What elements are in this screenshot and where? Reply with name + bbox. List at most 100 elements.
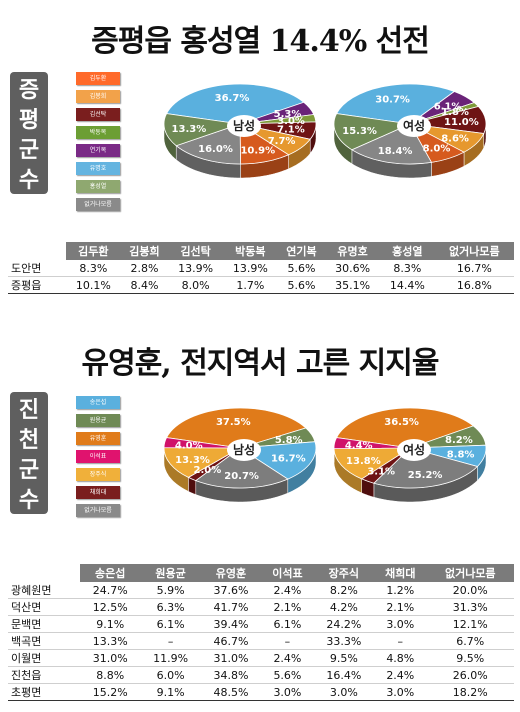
table-row: 문백면 9.1% 6.1% 39.4% 6.1% 24.2% 3.0% 12.1% <box>8 615 514 633</box>
table-cell: 4.2% <box>313 598 375 616</box>
table-cell: 16.4% <box>313 666 375 684</box>
table-row-label: 덕산면 <box>8 598 80 616</box>
legend-item: 홍성열 <box>76 180 120 193</box>
pie-value-label: 16.0% <box>198 144 233 155</box>
table-cell: – <box>261 632 314 650</box>
table-cell: 3.0% <box>374 615 427 633</box>
table-header-cell: 채희대 <box>374 564 427 582</box>
pie-chart-male-2: 37.5% 5.8% 16.7% 20.7%2.0%13.3% 4.0% 남성 <box>163 407 317 503</box>
pie-slice <box>163 437 241 449</box>
table-cell: 1.2% <box>374 582 427 599</box>
table-cell: 13.3% <box>80 632 141 650</box>
table-cell: 2.1% <box>261 598 314 616</box>
table-row-label: 이월면 <box>8 649 80 667</box>
table-cell: 31.0% <box>200 649 262 667</box>
pie-value-label: 25.2% <box>408 470 443 481</box>
pie-chart-female-1: 30.7% 6.1%1.8%11.0% 8.6%8.0% 18.4%15.3% 여성 <box>333 83 487 179</box>
table-cell: 2.8% <box>120 260 169 277</box>
table-cell: – <box>374 632 427 650</box>
section2-legend: 송은섭 원용균 유영훈 이석표 장주식 채희대 없거나모름 <box>76 396 120 522</box>
pie-value-label: 5.3% <box>274 109 302 120</box>
section1-table: 김두환 김봉희 김선탁 박동복 연기복 유명호 홍성열 없거나모름 도안면 8.3% 2.8% 13.… <box>8 242 514 294</box>
side-label-char: 증 <box>18 78 40 103</box>
section2-title: 유영훈, 전지역서 고른 지지율 <box>81 346 440 381</box>
table-header-cell: 원용균 <box>140 564 201 582</box>
pie-value-label: 11.0% <box>444 117 479 128</box>
pie-center-label: 남성 <box>233 442 255 457</box>
table-row: 광혜원면 24.7% 5.9% 37.6% 2.4% 8.2% 1.2% 20.0% <box>8 582 514 599</box>
table-header-cell: 유영훈 <box>200 564 262 582</box>
pie-value-label: 4.4% <box>345 441 373 452</box>
pie-value-label: 8.8% <box>447 450 475 461</box>
pie-value-label: 5.8% <box>275 435 303 446</box>
table-row: 초평면 15.2% 9.1% 48.5% 3.0% 3.0% 3.0% 18.2% <box>8 683 514 701</box>
pie-value-label: 4.0% <box>175 440 203 451</box>
table-cell: 12.5% <box>80 598 141 616</box>
table-cell: 8.8% <box>80 666 141 684</box>
table-cell: 4.8% <box>374 649 427 667</box>
table-header-cell: 홍성열 <box>379 242 435 260</box>
table-cell: 1.7% <box>222 276 278 294</box>
pie-chart-female-2: 36.5% 8.2% 8.8% 25.2% 3.1%13.8% 4.4% 여성 <box>333 407 487 503</box>
pie-value-label: 3.0% <box>277 116 305 127</box>
table-cell: 5.6% <box>277 260 326 277</box>
pie-value-label: 36.5% <box>384 417 419 428</box>
table-row: 도안면 8.3% 2.8% 13.9% 13.9% 5.6% 30.6% 8.3% 16.7% <box>8 260 514 277</box>
side-label-char: 진 <box>18 398 40 423</box>
table-header-cell: 없거나모름 <box>426 564 514 582</box>
table-cell: 41.7% <box>200 598 262 616</box>
legend-item: 장주식 <box>76 468 120 481</box>
legend-item: 없거나모름 <box>76 504 120 517</box>
table-cell: 16.8% <box>434 276 514 294</box>
legend-item: 없거나모름 <box>76 198 120 211</box>
pie-value-label: 16.7% <box>271 454 306 465</box>
legend-item: 유영훈 <box>76 432 120 445</box>
table-cell: 6.1% <box>261 615 314 633</box>
side-label-char: 군 <box>18 458 40 483</box>
side-label-char: 평 <box>18 108 40 133</box>
table-cell: 46.7% <box>200 632 262 650</box>
side-label-char: 수 <box>18 168 40 193</box>
pie-value-label: 7.1% <box>277 125 305 136</box>
table-header-cell: 송은섭 <box>80 564 141 582</box>
table-cell: 3.0% <box>261 683 314 701</box>
table-cell: 5.6% <box>277 276 326 294</box>
table-cell: 11.9% <box>140 649 201 667</box>
table-cell: 2.4% <box>261 649 314 667</box>
table-row-label: 백곡면 <box>8 632 80 650</box>
table-header-cell: 유명호 <box>325 242 380 260</box>
pie-center-badge <box>227 115 261 137</box>
side-label-char: 군 <box>18 138 40 163</box>
legend-item: 이석표 <box>76 450 120 463</box>
table-cell: 3.0% <box>313 683 375 701</box>
pie-value-label: 8.0% <box>423 143 451 154</box>
table-cell: 10.1% <box>66 276 121 294</box>
table-header-cell: 김두환 <box>66 242 121 260</box>
table-row: 증평읍 10.1% 8.4% 8.0% 1.7% 5.6% 35.1% 14.4% 16.8% <box>8 276 514 294</box>
table-cell: 8.2% <box>313 582 375 599</box>
legend-item: 김두환 <box>76 72 120 85</box>
table-row-label: 증평읍 <box>8 276 66 294</box>
legend-item: 김선탁 <box>76 108 120 121</box>
pie-value-label: 13.3% <box>175 455 210 466</box>
pie-center-badge <box>397 439 431 461</box>
table-header-cell: 연기복 <box>277 242 326 260</box>
table-cell: 8.4% <box>120 276 169 294</box>
pie-value-label: 3.1% <box>367 467 395 478</box>
legend-item: 송은섭 <box>76 396 120 409</box>
table-row: 진천읍 8.8% 6.0% 34.8% 5.6% 16.4% 2.4% 26.0% <box>8 666 514 684</box>
table-corner <box>8 242 66 260</box>
table-header-cell: 이석표 <box>261 564 314 582</box>
pie-slice <box>165 83 305 125</box>
table-cell: 35.1% <box>325 276 380 294</box>
table-corner <box>8 564 80 582</box>
table-cell: 2.4% <box>261 582 314 599</box>
table-header-cell: 김선탁 <box>168 242 223 260</box>
table-cell: 24.2% <box>313 615 375 633</box>
pie-value-label: 2.0% <box>194 465 222 476</box>
side-label-char: 수 <box>18 488 40 513</box>
table-cell: 9.1% <box>140 683 201 701</box>
pie-slice <box>175 123 242 165</box>
pie-slice <box>194 447 289 489</box>
table-cell: 6.1% <box>140 615 201 633</box>
